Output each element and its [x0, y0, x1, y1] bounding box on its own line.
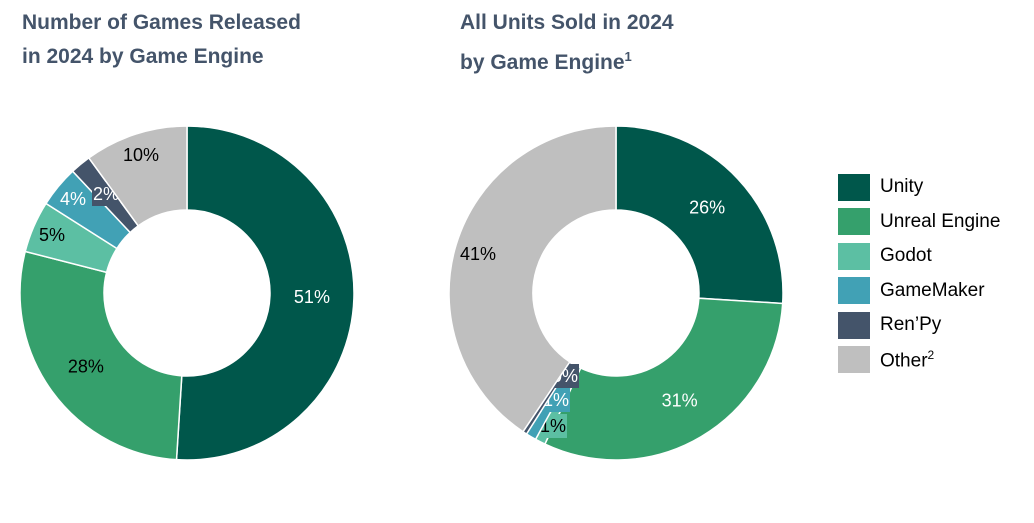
legend-label: Unity	[880, 176, 924, 198]
slice-unreal-engine	[543, 297, 784, 461]
data-label-gamemaker: 4%	[60, 189, 86, 209]
legend-label: Ren’Py	[880, 314, 942, 336]
legend-swatch	[838, 173, 870, 201]
title-line-2: in 2024 by Game Engine	[22, 45, 264, 68]
chart-title-units-sold: All Units Sold in 2024 by Game Engine1	[460, 6, 820, 80]
slice-unreal-engine	[19, 250, 183, 461]
legend-swatch	[838, 277, 870, 305]
data-label-other: 10%	[123, 145, 159, 165]
legend-label: Godot	[880, 245, 932, 267]
slice-other	[87, 125, 188, 227]
data-label-unity: 51%	[294, 287, 330, 307]
legend-item-other: Other2	[838, 343, 1000, 378]
legend: Unity Unreal Engine Godot GameMaker Ren’…	[838, 170, 1000, 377]
legend-swatch	[838, 346, 870, 374]
legend-swatch	[838, 242, 870, 270]
legend-footnote-marker: 2	[927, 347, 935, 362]
legend-label: Other2	[880, 348, 934, 372]
legend-item-unreal-engine: Unreal Engine	[838, 205, 1000, 240]
legend-item-gamemaker: GameMaker	[838, 274, 1000, 309]
title-footnote-marker: 1	[624, 49, 632, 64]
legend-item-renpy: Ren’Py	[838, 308, 1000, 343]
title-line-1: Number of Games Released	[22, 11, 301, 34]
legend-label: Unreal Engine	[880, 210, 1001, 232]
data-label-godot: 5%	[39, 225, 65, 245]
data-label-other: 41%	[460, 244, 496, 264]
legend-swatch	[838, 208, 870, 236]
data-label-unity: 26%	[689, 197, 725, 217]
slice-unity	[615, 125, 784, 305]
legend-item-unity: Unity	[838, 170, 1000, 205]
data-label-godot: 1%	[540, 416, 566, 436]
donut-units-sold: 26%31%1%1%0%41%	[448, 125, 784, 461]
legend-label-text: Other	[880, 349, 928, 371]
title-line-2-text: by Game Engine	[460, 51, 625, 74]
legend-label: GameMaker	[880, 279, 985, 301]
title-line-1: All Units Sold in 2024	[460, 11, 674, 34]
slice-other	[448, 125, 617, 433]
legend-swatch	[838, 311, 870, 339]
chart-title-games-released: Number of Games Released in 2024 by Game…	[22, 6, 382, 74]
data-label-unreal-engine: 31%	[662, 391, 698, 411]
data-label-unreal-engine: 28%	[68, 356, 104, 376]
legend-item-godot: Godot	[838, 239, 1000, 274]
slice-unity	[175, 125, 355, 461]
title-line-2: by Game Engine1	[460, 40, 820, 80]
donut-games-released: 51%28%5%4% 2%10%	[19, 125, 355, 461]
